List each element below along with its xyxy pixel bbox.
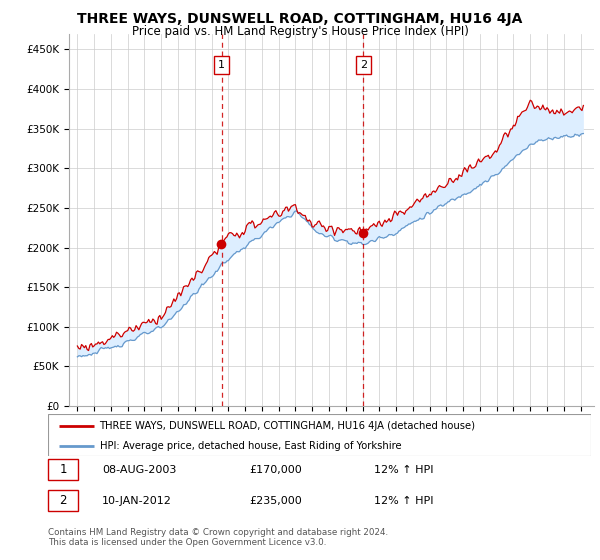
Text: £235,000: £235,000: [249, 496, 302, 506]
Text: Price paid vs. HM Land Registry's House Price Index (HPI): Price paid vs. HM Land Registry's House …: [131, 25, 469, 38]
Text: 12% ↑ HPI: 12% ↑ HPI: [374, 465, 433, 475]
Text: THREE WAYS, DUNSWELL ROAD, COTTINGHAM, HU16 4JA: THREE WAYS, DUNSWELL ROAD, COTTINGHAM, H…: [77, 12, 523, 26]
Text: 10-JAN-2012: 10-JAN-2012: [103, 496, 172, 506]
Text: Contains HM Land Registry data © Crown copyright and database right 2024.
This d: Contains HM Land Registry data © Crown c…: [48, 528, 388, 547]
Text: 08-AUG-2003: 08-AUG-2003: [103, 465, 176, 475]
Text: £170,000: £170,000: [249, 465, 302, 475]
Text: 1: 1: [218, 60, 225, 71]
Text: 2: 2: [359, 60, 367, 71]
Text: 12% ↑ HPI: 12% ↑ HPI: [374, 496, 433, 506]
Text: 1: 1: [59, 463, 67, 477]
Bar: [48, 490, 78, 511]
Text: HPI: Average price, detached house, East Riding of Yorkshire: HPI: Average price, detached house, East…: [100, 441, 401, 451]
Bar: [48, 459, 78, 480]
Text: 2: 2: [59, 494, 67, 507]
Text: THREE WAYS, DUNSWELL ROAD, COTTINGHAM, HU16 4JA (detached house): THREE WAYS, DUNSWELL ROAD, COTTINGHAM, H…: [100, 421, 476, 431]
